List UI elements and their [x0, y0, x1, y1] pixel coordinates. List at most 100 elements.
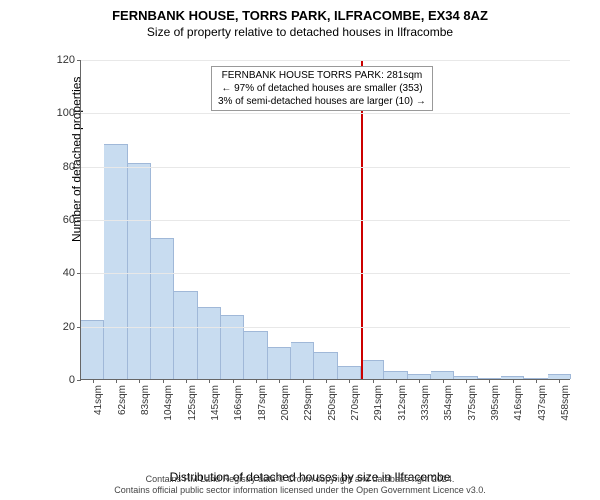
x-tick-label: 166sqm — [233, 385, 244, 421]
x-tick-mark — [443, 379, 444, 383]
bar — [128, 163, 151, 379]
x-tick-mark — [349, 379, 350, 383]
x-tick-label: 104sqm — [163, 385, 174, 421]
plot-area: 41sqm 62sqm 83sqm 104sqm 125sqm 145sqm 166sqm 1… — [80, 60, 570, 380]
annotation-line3: 3% of semi-detached houses are larger (1… — [218, 95, 426, 108]
x-tick-label: 250sqm — [327, 385, 338, 421]
x-tick-label: 437sqm — [537, 385, 548, 421]
bar — [361, 360, 384, 379]
footer: Contains HM Land Registry data © Crown c… — [0, 474, 600, 496]
x-tick-label: 395sqm — [490, 385, 501, 421]
x-tick-label: 354sqm — [443, 385, 454, 421]
x-tick-mark — [256, 379, 257, 383]
grid-line — [81, 60, 570, 61]
grid-line — [81, 273, 570, 274]
x-tick: 291sqm — [373, 379, 374, 383]
x-tick: 354sqm — [443, 379, 444, 383]
y-tick-mark — [77, 167, 81, 168]
x-tick-mark — [466, 379, 467, 383]
chart-wrap: Number of detached properties 41sqm62sqm… — [50, 60, 570, 410]
y-tick-mark — [77, 273, 81, 274]
chart-container: FERNBANK HOUSE, TORRS PARK, ILFRACOMBE, … — [0, 0, 600, 500]
x-tick-label: 145sqm — [210, 385, 221, 421]
x-tick-mark — [536, 379, 537, 383]
x-tick: 187sqm — [256, 379, 257, 383]
x-tick: 83sqm — [139, 379, 140, 383]
x-tick: 229sqm — [303, 379, 304, 383]
x-tick-label: 187sqm — [257, 385, 268, 421]
x-tick: 437sqm — [536, 379, 537, 383]
bar — [198, 307, 221, 379]
x-tick: 395sqm — [489, 379, 490, 383]
x-tick-mark — [163, 379, 164, 383]
x-tick-label: 291sqm — [373, 385, 384, 421]
x-tick-label: 229sqm — [303, 385, 314, 421]
y-tick-mark — [77, 113, 81, 114]
x-tick-mark — [303, 379, 304, 383]
x-tick-label: 270sqm — [350, 385, 361, 421]
x-tick-mark — [396, 379, 397, 383]
x-tick-mark — [93, 379, 94, 383]
bar — [384, 371, 407, 379]
bar — [338, 366, 361, 379]
x-tick: 208sqm — [279, 379, 280, 383]
x-tick: 41sqm — [93, 379, 94, 383]
x-tick-label: 125sqm — [187, 385, 198, 421]
x-tick: 375sqm — [466, 379, 467, 383]
y-tick-mark — [77, 380, 81, 381]
x-tick-mark — [559, 379, 560, 383]
x-tick: 145sqm — [209, 379, 210, 383]
y-tick-mark — [77, 220, 81, 221]
x-tick-label: 312sqm — [397, 385, 408, 421]
x-tick: 250sqm — [326, 379, 327, 383]
bar — [104, 144, 127, 379]
x-tick-mark — [233, 379, 234, 383]
x-tick: 104sqm — [163, 379, 164, 383]
x-tick-mark — [116, 379, 117, 383]
x-tick-label: 416sqm — [513, 385, 524, 421]
x-tick-mark — [139, 379, 140, 383]
bar — [221, 315, 244, 379]
y-tick-mark — [77, 327, 81, 328]
x-tick: 125sqm — [186, 379, 187, 383]
x-tick: 166sqm — [233, 379, 234, 383]
x-tick-mark — [419, 379, 420, 383]
bar — [268, 347, 291, 379]
x-tick: 62sqm — [116, 379, 117, 383]
x-tick-mark — [373, 379, 374, 383]
x-tick-mark — [513, 379, 514, 383]
x-tick-mark — [279, 379, 280, 383]
x-tick: 416sqm — [513, 379, 514, 383]
footer-line2: Contains official public sector informat… — [0, 485, 600, 496]
x-ticks-group: 41sqm 62sqm 83sqm 104sqm 125sqm 145sqm 166sqm 1… — [81, 379, 570, 429]
bar — [314, 352, 337, 379]
grid-line — [81, 220, 570, 221]
x-tick: 458sqm — [559, 379, 560, 383]
x-tick-label: 83sqm — [140, 385, 151, 415]
grid-line — [81, 327, 570, 328]
annotation-line1: FERNBANK HOUSE TORRS PARK: 281sqm — [218, 69, 426, 82]
bar — [81, 320, 104, 379]
x-tick: 333sqm — [419, 379, 420, 383]
grid-line — [81, 113, 570, 114]
bar — [431, 371, 454, 379]
bar — [244, 331, 267, 379]
x-tick-label: 458sqm — [560, 385, 571, 421]
x-tick-mark — [326, 379, 327, 383]
bar — [174, 291, 197, 379]
x-tick-label: 375sqm — [467, 385, 478, 421]
x-tick-label: 41sqm — [93, 385, 104, 415]
annotation-line2: ← 97% of detached houses are smaller (35… — [218, 82, 426, 95]
chart-subtitle: Size of property relative to detached ho… — [0, 23, 600, 39]
bar — [291, 342, 314, 379]
grid-line — [81, 167, 570, 168]
x-tick-mark — [186, 379, 187, 383]
x-tick: 312sqm — [396, 379, 397, 383]
annotation-box: FERNBANK HOUSE TORRS PARK: 281sqm ← 97% … — [211, 66, 433, 111]
x-tick-mark — [209, 379, 210, 383]
chart-title: FERNBANK HOUSE, TORRS PARK, ILFRACOMBE, … — [0, 0, 600, 23]
x-tick-mark — [489, 379, 490, 383]
x-tick-label: 333sqm — [420, 385, 431, 421]
footer-line1: Contains HM Land Registry data © Crown c… — [0, 474, 600, 485]
bar — [151, 238, 174, 379]
